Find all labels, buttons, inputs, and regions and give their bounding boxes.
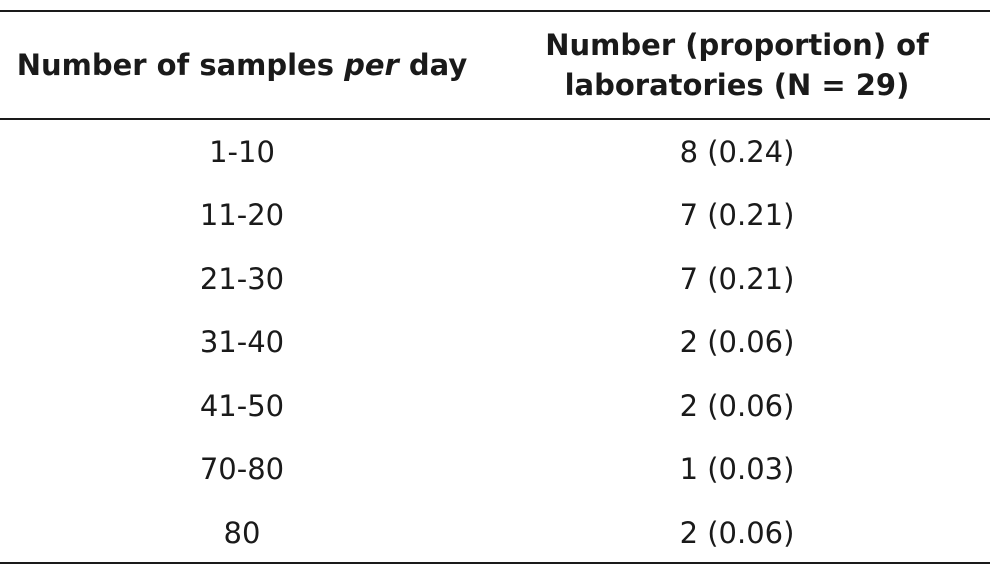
header-laboratories: Number (proportion) of laboratories (N =…: [484, 12, 990, 118]
header-laboratories-text: Number (proportion) of laboratories (N =…: [545, 25, 928, 105]
table-row: 31-40 2 (0.06): [0, 311, 990, 375]
header-samples-after: day: [398, 48, 468, 82]
header-rule: [0, 118, 990, 120]
cell-laboratories: 7 (0.21): [679, 198, 795, 233]
table-row: 11-20 7 (0.21): [0, 184, 990, 248]
table-body: 1-10 8 (0.24) 11-20 7 (0.21) 21-30 7 (0.…: [0, 120, 990, 565]
bottom-rule: [0, 562, 990, 564]
cell-samples: 80: [223, 515, 261, 550]
table-row: 1-10 8 (0.24): [0, 120, 990, 184]
table-row: 80 2 (0.06): [0, 501, 990, 565]
cell-samples: 21-30: [199, 261, 285, 296]
header-laboratories-line1: Number (proportion) of: [545, 28, 929, 62]
cell-laboratories: 2 (0.06): [679, 388, 795, 423]
table-row: 21-30 7 (0.21): [0, 247, 990, 311]
header-samples-emphasis: per: [344, 48, 399, 82]
cell-samples: 31-40: [199, 325, 285, 360]
table-row: 70-80 1 (0.03): [0, 438, 990, 502]
header-samples-per-day: Number of samples per day: [0, 12, 484, 118]
cell-laboratories: 2 (0.06): [679, 325, 795, 360]
header-samples-text: Number of samples per day: [17, 45, 468, 85]
table-row: 41-50 2 (0.06): [0, 374, 990, 438]
cell-laboratories: 2 (0.06): [679, 515, 795, 550]
header-samples-before: Number of samples: [16, 48, 345, 82]
cell-samples: 1-10: [209, 134, 275, 169]
cell-samples: 11-20: [199, 198, 285, 233]
cell-laboratories: 7 (0.21): [679, 261, 795, 296]
header-laboratories-line2: laboratories (N = 29): [564, 68, 910, 102]
cell-samples: 41-50: [199, 388, 285, 423]
cell-laboratories: 8 (0.24): [679, 134, 795, 169]
top-rule: [0, 10, 990, 12]
cell-samples: 70-80: [199, 452, 285, 487]
cell-laboratories: 1 (0.03): [679, 452, 795, 487]
table-header: Number of samples per day Number (propor…: [0, 12, 990, 118]
